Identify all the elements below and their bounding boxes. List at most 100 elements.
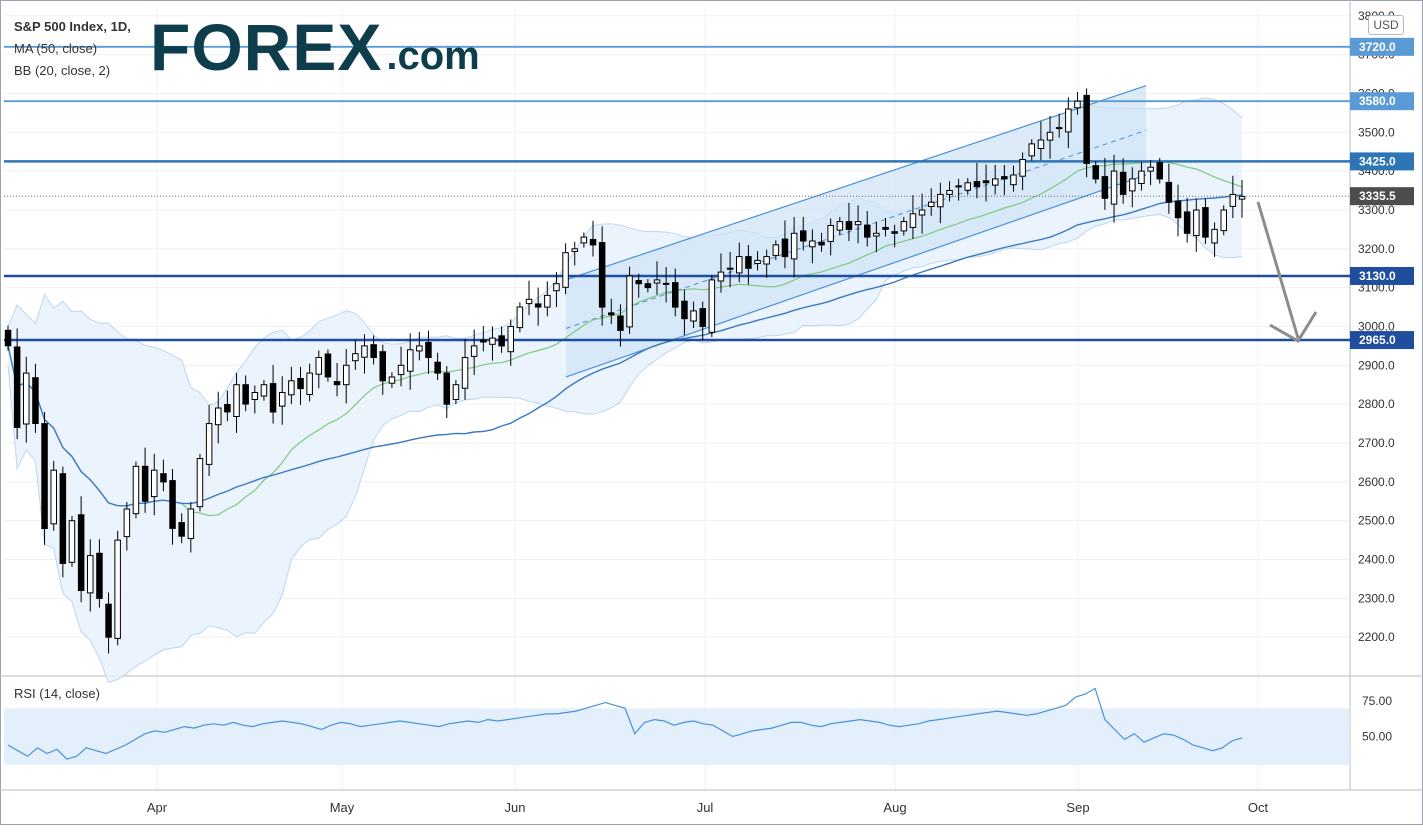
candle-body-down: [379, 351, 386, 382]
candle: [836, 216, 844, 235]
candle-body-up: [571, 248, 578, 253]
candle-body-up: [873, 232, 880, 237]
candle-body-up: [1046, 131, 1054, 141]
candle: [388, 372, 396, 388]
candle-body-down: [864, 224, 871, 238]
candle: [516, 302, 524, 333]
candle: [187, 502, 195, 553]
candle: [736, 242, 743, 283]
level-tag-3130.0: 3130.0: [1350, 266, 1414, 285]
candle-body-up: [763, 256, 770, 265]
logo-brand: FOREX: [150, 10, 383, 84]
chart-legend: S&P 500 Index, 1D, MA (50, close) BB (20…: [14, 16, 131, 82]
candle-body-up: [836, 221, 844, 231]
candle-body-up: [1229, 193, 1237, 207]
candle: [873, 221, 880, 253]
level-tag-text: 3580.0: [1359, 94, 1396, 108]
legend-ma: MA (50, close): [14, 41, 98, 56]
level-tag-3425.0: 3425.0: [1350, 152, 1414, 171]
currency-badge[interactable]: USD: [1368, 15, 1404, 35]
candle-body-up: [717, 271, 725, 282]
candle-body-down: [1174, 200, 1182, 219]
candle: [205, 404, 213, 476]
candle-body-down: [891, 231, 898, 234]
candle: [937, 182, 944, 224]
time-tick-label: Jul: [697, 800, 714, 815]
candle: [132, 461, 140, 519]
candle: [1037, 121, 1045, 161]
candle: [1202, 198, 1209, 245]
candle-body-up: [653, 279, 661, 284]
price-tick-label: 2500.0: [1358, 514, 1395, 528]
candle-body-up: [854, 221, 862, 226]
candle: [352, 339, 359, 370]
candle-body-up: [251, 392, 259, 400]
candle-body-up: [470, 345, 478, 357]
candle-body-down: [1156, 162, 1163, 180]
candle: [425, 330, 432, 374]
candle-body-up: [937, 193, 944, 208]
candle: [598, 226, 606, 326]
candle: [1211, 222, 1218, 257]
candle: [772, 240, 780, 261]
candle-body-up: [114, 539, 121, 639]
candle-body-up: [233, 384, 240, 418]
candle: [809, 229, 816, 264]
time-tick-label: Aug: [883, 800, 906, 815]
candle: [215, 391, 222, 444]
price-tick-label: 3500.0: [1358, 125, 1395, 139]
candle-body-up: [306, 372, 313, 396]
candle: [452, 380, 460, 405]
candle: [617, 304, 624, 347]
candle-body-up: [489, 337, 496, 345]
candle: [827, 218, 834, 256]
candle: [169, 468, 176, 545]
candle: [13, 328, 21, 440]
candle-body-up: [1238, 195, 1246, 200]
candle-body-down: [269, 383, 277, 413]
candle: [717, 253, 725, 293]
candle: [571, 241, 578, 266]
candle-body-down: [598, 242, 606, 308]
candle: [361, 334, 368, 374]
candle-body-up: [461, 357, 469, 389]
candle-body-up: [726, 267, 734, 270]
bollinger-lower-line: [7, 213, 1243, 684]
forecast-arrow-shaft: [1256, 201, 1300, 339]
level-tag-bg: [1350, 37, 1414, 56]
candle: [644, 279, 652, 293]
forex-logo: FOREX .com: [150, 10, 480, 80]
candle: [306, 363, 313, 402]
level-tag-2965.0: 2965.0: [1350, 331, 1414, 350]
candle-body-down: [617, 315, 624, 331]
candle: [105, 592, 112, 654]
candle-body-down: [425, 341, 432, 358]
candle: [763, 249, 770, 278]
candle-body-down: [160, 473, 167, 483]
candle-body-down: [370, 344, 377, 359]
candle: [1019, 152, 1026, 191]
candle: [1129, 167, 1136, 208]
candle-body-up: [918, 209, 926, 216]
candle: [790, 216, 798, 278]
candle-body-up: [992, 178, 999, 186]
candle: [699, 301, 706, 341]
candle: [507, 319, 514, 366]
time-tick-label: Apr: [147, 800, 168, 815]
level-tag-bg: [1350, 92, 1414, 111]
candle: [370, 335, 377, 365]
time-tick-label: May: [330, 800, 355, 815]
candle: [1028, 139, 1035, 161]
candle: [553, 272, 560, 308]
candle-body-down: [608, 312, 615, 316]
candle-body-down: [77, 514, 85, 591]
candle-body-down: [745, 256, 752, 269]
candle-body-up: [827, 225, 834, 242]
candle-body-up: [352, 353, 359, 362]
candle-body-down: [324, 353, 332, 378]
candle-body-down: [982, 180, 990, 184]
last-price-tag-text: 3335.5: [1359, 189, 1396, 203]
price-tick-label: 2400.0: [1358, 552, 1395, 566]
price-tick-label: 3300.0: [1358, 203, 1395, 217]
